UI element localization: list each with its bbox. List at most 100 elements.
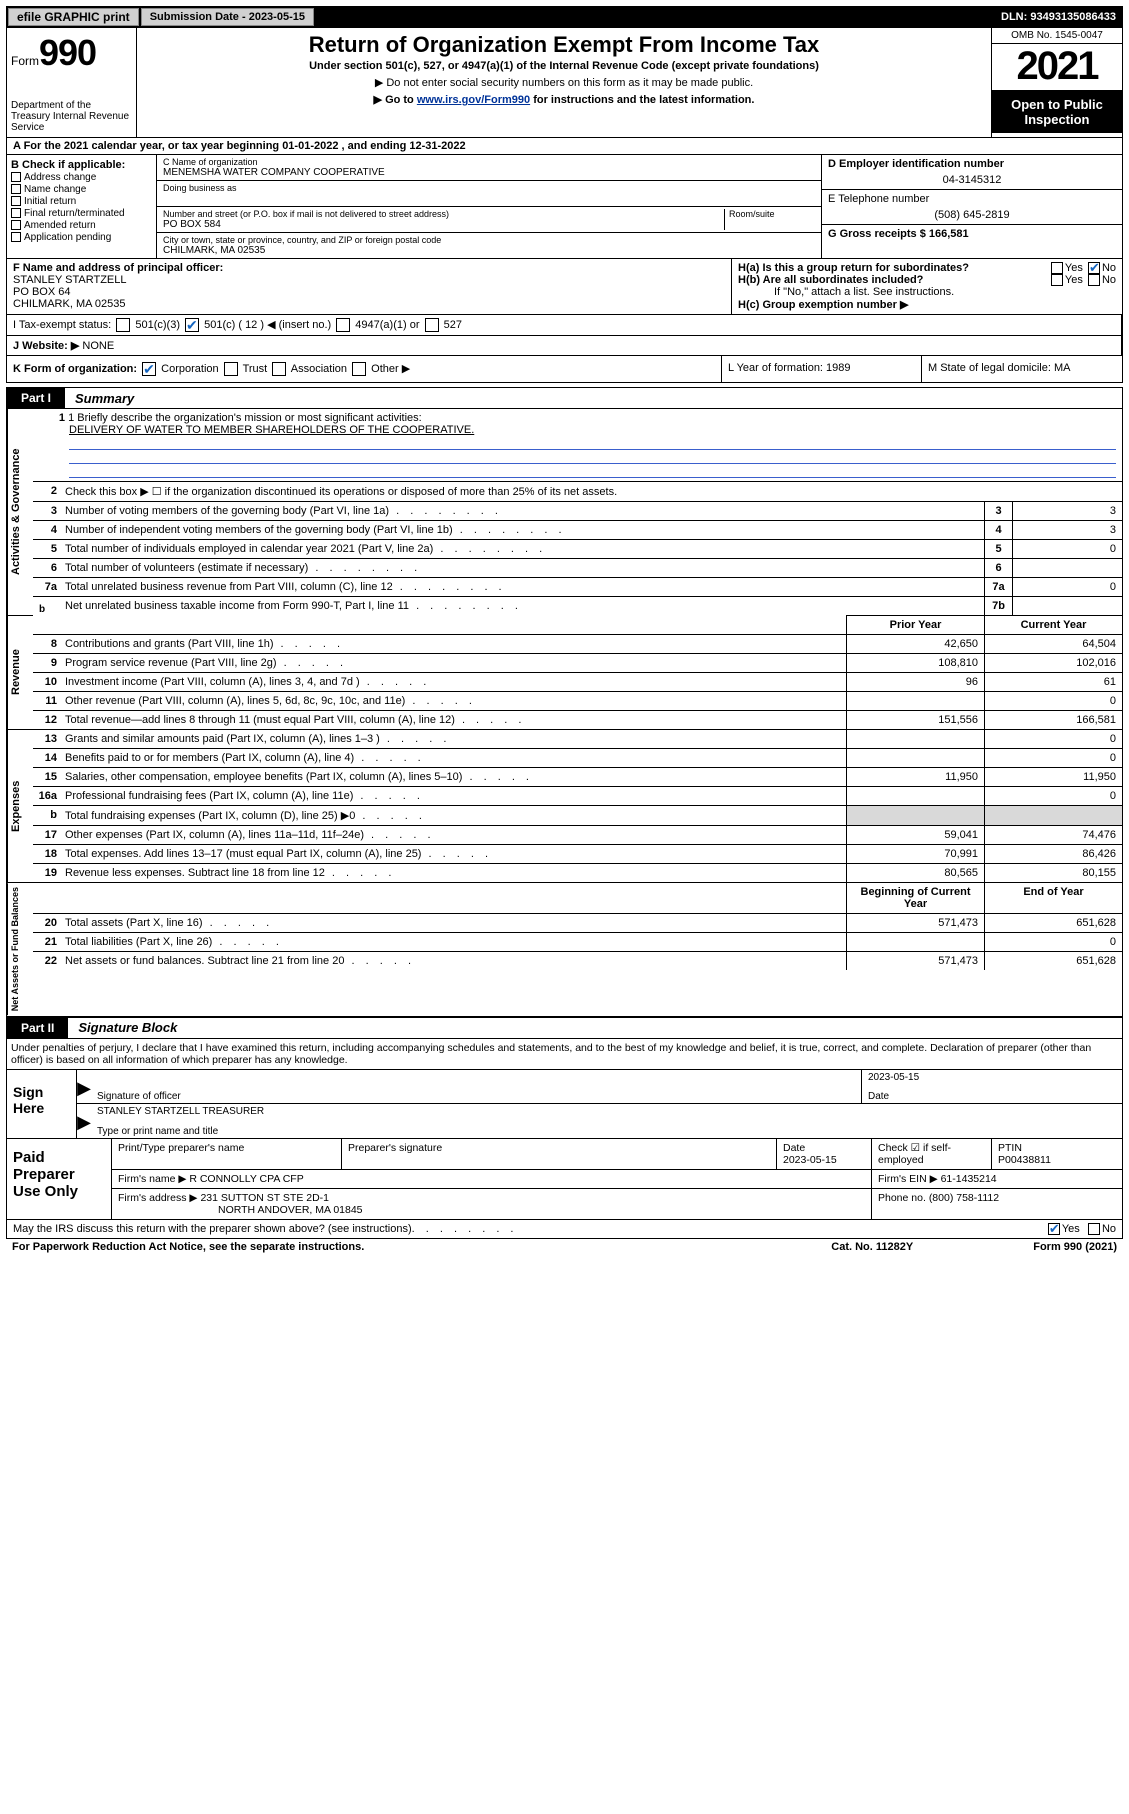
- row-prior: [846, 749, 984, 767]
- efile-print-button[interactable]: efile GRAPHIC print: [8, 8, 139, 26]
- discuss-yes[interactable]: [1048, 1223, 1060, 1235]
- irs-discuss-q: May the IRS discuss this return with the…: [13, 1223, 412, 1235]
- side-exp: Expenses: [7, 730, 33, 882]
- row-desc: Benefits paid to or for members (Part IX…: [61, 749, 846, 767]
- header-right: OMB No. 1545-0047 2021 Open to Public In…: [992, 28, 1122, 137]
- row-desc: Net assets or fund balances. Subtract li…: [61, 952, 846, 970]
- row-desc: Contributions and grants (Part VIII, lin…: [61, 635, 846, 653]
- chk-final-return[interactable]: Final return/terminated: [11, 208, 152, 219]
- prep-row-hdr: Print/Type preparer's name Preparer's si…: [112, 1139, 1122, 1170]
- chk-501c3[interactable]: [116, 318, 130, 332]
- street-label: Number and street (or P.O. box if mail i…: [163, 209, 720, 219]
- prep-date: 2023-05-15: [783, 1154, 837, 1166]
- form-990-number: 990: [39, 32, 96, 73]
- chk-corporation[interactable]: [142, 362, 156, 376]
- row-num: 17: [33, 826, 61, 844]
- i-4947: 4947(a)(1) or: [355, 319, 419, 331]
- chk-name-change[interactable]: Name change: [11, 184, 152, 195]
- row-num: 4: [33, 521, 61, 539]
- b-label: B Check if applicable:: [11, 159, 152, 171]
- prep-h2: Preparer's signature: [342, 1139, 777, 1169]
- mission-text: DELIVERY OF WATER TO MEMBER SHAREHOLDERS…: [69, 424, 1116, 436]
- website-cell: J Website: ▶ NONE: [7, 336, 1122, 355]
- row-num: 8: [33, 635, 61, 653]
- room-label: Room/suite: [729, 209, 815, 219]
- goto-prefix: ▶ Go to: [374, 94, 417, 106]
- chk-initial-return[interactable]: Initial return: [11, 196, 152, 207]
- gross-receipts: G Gross receipts $ 166,581: [822, 225, 1122, 243]
- f-line3: CHILMARK, MA 02535: [13, 298, 725, 310]
- j-value: NONE: [82, 340, 114, 352]
- row-curr: 74,476: [984, 826, 1122, 844]
- part1-header: Part I Summary: [6, 387, 1123, 409]
- department-label: Department of the Treasury Internal Reve…: [11, 100, 132, 133]
- chk-trust[interactable]: [224, 362, 238, 376]
- form-number: Form990: [11, 32, 132, 74]
- row-num: 19: [33, 864, 61, 882]
- chk-other[interactable]: [352, 362, 366, 376]
- ein-cell: D Employer identification number 04-3145…: [822, 155, 1122, 190]
- table-row: 9Program service revenue (Part VIII, lin…: [33, 654, 1122, 673]
- row-desc: Other revenue (Part VIII, column (A), li…: [61, 692, 846, 710]
- row-desc: Number of independent voting members of …: [61, 521, 984, 539]
- row-num: 5: [33, 540, 61, 558]
- row-curr: 80,155: [984, 864, 1122, 882]
- chk-amended-return[interactable]: Amended return: [11, 220, 152, 231]
- hb-note: If "No," attach a list. See instructions…: [738, 286, 1116, 298]
- netassets-section: Net Assets or Fund Balances Beginning of…: [6, 883, 1123, 1016]
- chk-501c[interactable]: [185, 318, 199, 332]
- row-val: 0: [1012, 540, 1122, 558]
- irs-link[interactable]: www.irs.gov/Form990: [417, 94, 530, 106]
- row-desc: Net unrelated business taxable income fr…: [61, 597, 984, 615]
- table-row: 15Salaries, other compensation, employee…: [33, 768, 1122, 787]
- sign-here-block: Sign Here ▶ Signature of officer 2023-05…: [6, 1070, 1123, 1139]
- hb-no[interactable]: [1088, 274, 1100, 286]
- phone-value: (508) 645-2819: [828, 205, 1116, 221]
- form-header: Form990 Department of the Treasury Inter…: [6, 28, 1123, 138]
- table-row: 16aProfessional fundraising fees (Part I…: [33, 787, 1122, 806]
- prep-row-firm: Firm's name ▶ R CONNOLLY CPA CFP Firm's …: [112, 1170, 1122, 1189]
- row-curr: 11,950: [984, 768, 1122, 786]
- row-curr: [984, 806, 1122, 825]
- hb-yes[interactable]: [1051, 274, 1063, 286]
- preparer-right: Print/Type preparer's name Preparer's si…: [112, 1139, 1122, 1219]
- table-row: 13Grants and similar amounts paid (Part …: [33, 730, 1122, 749]
- row-num: 21: [33, 933, 61, 951]
- row-desc: Total fundraising expenses (Part IX, col…: [61, 806, 846, 825]
- chk-527[interactable]: [425, 318, 439, 332]
- form-link-line: ▶ Go to www.irs.gov/Form990 for instruct…: [143, 93, 985, 106]
- discuss-no[interactable]: [1088, 1223, 1100, 1235]
- preparer-side: Paid Preparer Use Only: [7, 1139, 112, 1219]
- row-val: 0: [1012, 578, 1122, 596]
- sig-row-1: ▶ Signature of officer 2023-05-15 Date: [77, 1070, 1122, 1104]
- part1-tab: Part I: [7, 388, 65, 408]
- table-row: 18Total expenses. Add lines 13–17 (must …: [33, 845, 1122, 864]
- chk-association[interactable]: [272, 362, 286, 376]
- row-desc: Salaries, other compensation, employee b…: [61, 768, 846, 786]
- row-val: [1012, 559, 1122, 577]
- phone-cell: E Telephone number (508) 645-2819: [822, 190, 1122, 225]
- f-label: F Name and address of principal officer:: [13, 262, 725, 274]
- city-label: City or town, state or province, country…: [163, 235, 815, 245]
- row-prior: 151,556: [846, 711, 984, 729]
- h-cell: H(a) Is this a group return for subordin…: [732, 259, 1122, 314]
- ha-yes[interactable]: [1051, 262, 1063, 274]
- row-desc: Total assets (Part X, line 16): [61, 914, 846, 932]
- row-prior: [846, 730, 984, 748]
- form-word: Form: [11, 54, 39, 68]
- end-year-hdr: End of Year: [984, 883, 1122, 913]
- row-val: 3: [1012, 502, 1122, 520]
- side-gov: Activities & Governance: [7, 409, 33, 615]
- row-num: 20: [33, 914, 61, 932]
- sig-row-2: ▶ STANLEY STARTZELL TREASURER Type or pr…: [77, 1104, 1122, 1138]
- chk-address-change[interactable]: Address change: [11, 172, 152, 183]
- f-line1: STANLEY STARTZELL: [13, 274, 725, 286]
- row-box: 4: [984, 521, 1012, 539]
- chk-application-pending[interactable]: Application pending: [11, 232, 152, 243]
- chk-4947[interactable]: [336, 318, 350, 332]
- prior-year-hdr: Prior Year: [846, 616, 984, 634]
- row-prior: [846, 806, 984, 825]
- ha-no[interactable]: [1088, 262, 1100, 274]
- org-name-value: MENEMSHA WATER COMPANY COOPERATIVE: [163, 167, 815, 178]
- row-desc: Total unrelated business revenue from Pa…: [61, 578, 984, 596]
